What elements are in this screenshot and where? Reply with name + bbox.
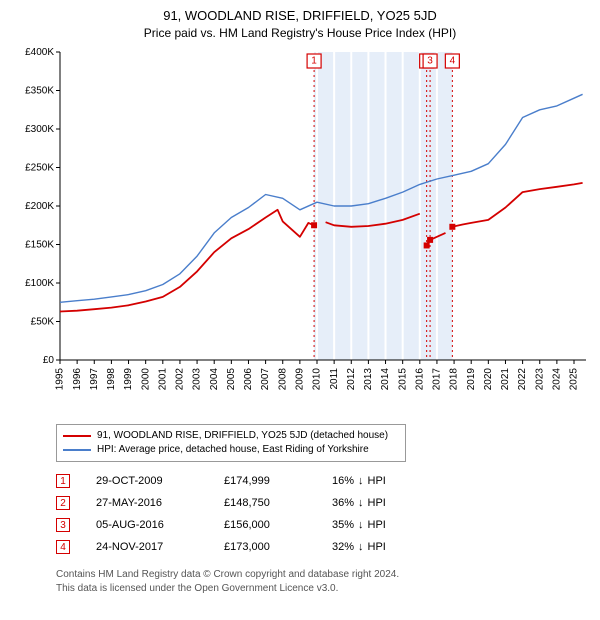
legend-label-price: 91, WOODLAND RISE, DRIFFIELD, YO25 5JD (… xyxy=(97,429,388,443)
sale-date: 27-MAY-2016 xyxy=(96,497,224,509)
svg-text:1999: 1999 xyxy=(123,368,134,391)
title-main: 91, WOODLAND RISE, DRIFFIELD, YO25 5JD xyxy=(2,8,598,23)
footer-line2: This data is licensed under the Open Gov… xyxy=(56,582,598,596)
sale-marker-num: 4 xyxy=(56,540,70,554)
svg-text:2023: 2023 xyxy=(534,368,545,391)
sales-table: 1 29-OCT-2009£174,99916% ↓ HPI 2 27-MAY-201… xyxy=(56,470,598,558)
sale-date: 24-NOV-2017 xyxy=(96,541,224,553)
svg-text:£250K: £250K xyxy=(25,163,54,174)
legend-item-price: 91, WOODLAND RISE, DRIFFIELD, YO25 5JD (… xyxy=(63,429,399,443)
svg-text:2017: 2017 xyxy=(432,368,443,391)
svg-text:2018: 2018 xyxy=(449,368,460,391)
sale-marker-num: 1 xyxy=(56,474,70,488)
sale-price: £173,000 xyxy=(224,541,332,553)
svg-text:2001: 2001 xyxy=(157,368,168,391)
legend: 91, WOODLAND RISE, DRIFFIELD, YO25 5JD (… xyxy=(56,424,406,462)
sale-marker-num: 2 xyxy=(56,496,70,510)
svg-text:2019: 2019 xyxy=(466,368,477,391)
svg-text:2021: 2021 xyxy=(500,368,511,391)
svg-text:4: 4 xyxy=(450,56,456,67)
sale-date: 05-AUG-2016 xyxy=(96,519,224,531)
svg-text:£50K: £50K xyxy=(31,317,55,328)
legend-swatch-hpi xyxy=(63,449,91,451)
svg-text:£400K: £400K xyxy=(25,48,54,58)
svg-text:2002: 2002 xyxy=(175,368,186,391)
arrow-down-icon: ↓ xyxy=(358,475,364,487)
svg-text:£100K: £100K xyxy=(25,278,54,289)
arrow-down-icon: ↓ xyxy=(358,541,364,553)
legend-item-hpi: HPI: Average price, detached house, East… xyxy=(63,443,399,457)
legend-label-hpi: HPI: Average price, detached house, East… xyxy=(97,443,369,457)
title-block: 91, WOODLAND RISE, DRIFFIELD, YO25 5JD P… xyxy=(2,8,598,40)
svg-text:1995: 1995 xyxy=(55,368,66,391)
footer: Contains HM Land Registry data © Crown c… xyxy=(56,568,598,595)
chart-svg: £0 £50K £100K £150K £200K £250K £300K £350K £400… xyxy=(16,48,590,418)
svg-text:2003: 2003 xyxy=(192,368,203,391)
svg-text:2015: 2015 xyxy=(397,368,408,391)
sale-price: £148,750 xyxy=(224,497,332,509)
svg-text:2000: 2000 xyxy=(140,368,151,391)
svg-text:£300K: £300K xyxy=(25,124,54,135)
legend-swatch-price xyxy=(63,435,91,437)
svg-text:2009: 2009 xyxy=(295,368,306,391)
svg-text:2012: 2012 xyxy=(346,368,357,391)
svg-text:2007: 2007 xyxy=(260,368,271,391)
svg-text:£150K: £150K xyxy=(25,240,54,251)
sale-row: 2 27-MAY-2016£148,75036% ↓ HPI xyxy=(56,492,598,514)
sale-row: 1 29-OCT-2009£174,99916% ↓ HPI xyxy=(56,470,598,492)
svg-text:£0: £0 xyxy=(43,355,55,366)
svg-text:2013: 2013 xyxy=(363,368,374,391)
chart: £0 £50K £100K £150K £200K £250K £300K £350K £400… xyxy=(16,48,590,418)
svg-text:2022: 2022 xyxy=(517,368,528,391)
sale-hpi-delta: 32% ↓ HPI xyxy=(332,541,386,553)
svg-text:2020: 2020 xyxy=(483,368,494,391)
arrow-down-icon: ↓ xyxy=(358,497,364,509)
sale-marker-num: 3 xyxy=(56,518,70,532)
sale-row: 4 24-NOV-2017£173,00032% ↓ HPI xyxy=(56,536,598,558)
sale-date: 29-OCT-2009 xyxy=(96,475,224,487)
svg-text:1: 1 xyxy=(311,56,317,67)
sale-hpi-delta: 35% ↓ HPI xyxy=(332,519,386,531)
svg-text:£200K: £200K xyxy=(25,201,54,212)
svg-text:2006: 2006 xyxy=(243,368,254,391)
sale-hpi-delta: 36% ↓ HPI xyxy=(332,497,386,509)
sale-price: £174,999 xyxy=(224,475,332,487)
svg-text:£350K: £350K xyxy=(25,86,54,97)
svg-text:2005: 2005 xyxy=(226,368,237,391)
svg-text:2010: 2010 xyxy=(312,368,323,391)
svg-text:1996: 1996 xyxy=(72,368,83,391)
svg-text:2004: 2004 xyxy=(209,368,220,391)
footer-line1: Contains HM Land Registry data © Crown c… xyxy=(56,568,598,582)
sale-row: 3 05-AUG-2016£156,00035% ↓ HPI xyxy=(56,514,598,536)
svg-text:1997: 1997 xyxy=(89,368,100,391)
svg-text:2014: 2014 xyxy=(380,368,391,391)
arrow-down-icon: ↓ xyxy=(358,519,364,531)
svg-text:2025: 2025 xyxy=(569,368,580,391)
svg-text:2024: 2024 xyxy=(552,368,563,391)
sale-hpi-delta: 16% ↓ HPI xyxy=(332,475,386,487)
svg-text:2008: 2008 xyxy=(277,368,288,391)
svg-text:1998: 1998 xyxy=(106,368,117,391)
svg-text:2016: 2016 xyxy=(414,368,425,391)
sale-price: £156,000 xyxy=(224,519,332,531)
svg-text:2011: 2011 xyxy=(329,368,340,390)
svg-text:3: 3 xyxy=(427,56,433,67)
title-sub: Price paid vs. HM Land Registry's House … xyxy=(2,26,598,40)
chart-container: 91, WOODLAND RISE, DRIFFIELD, YO25 5JD P… xyxy=(0,0,600,599)
